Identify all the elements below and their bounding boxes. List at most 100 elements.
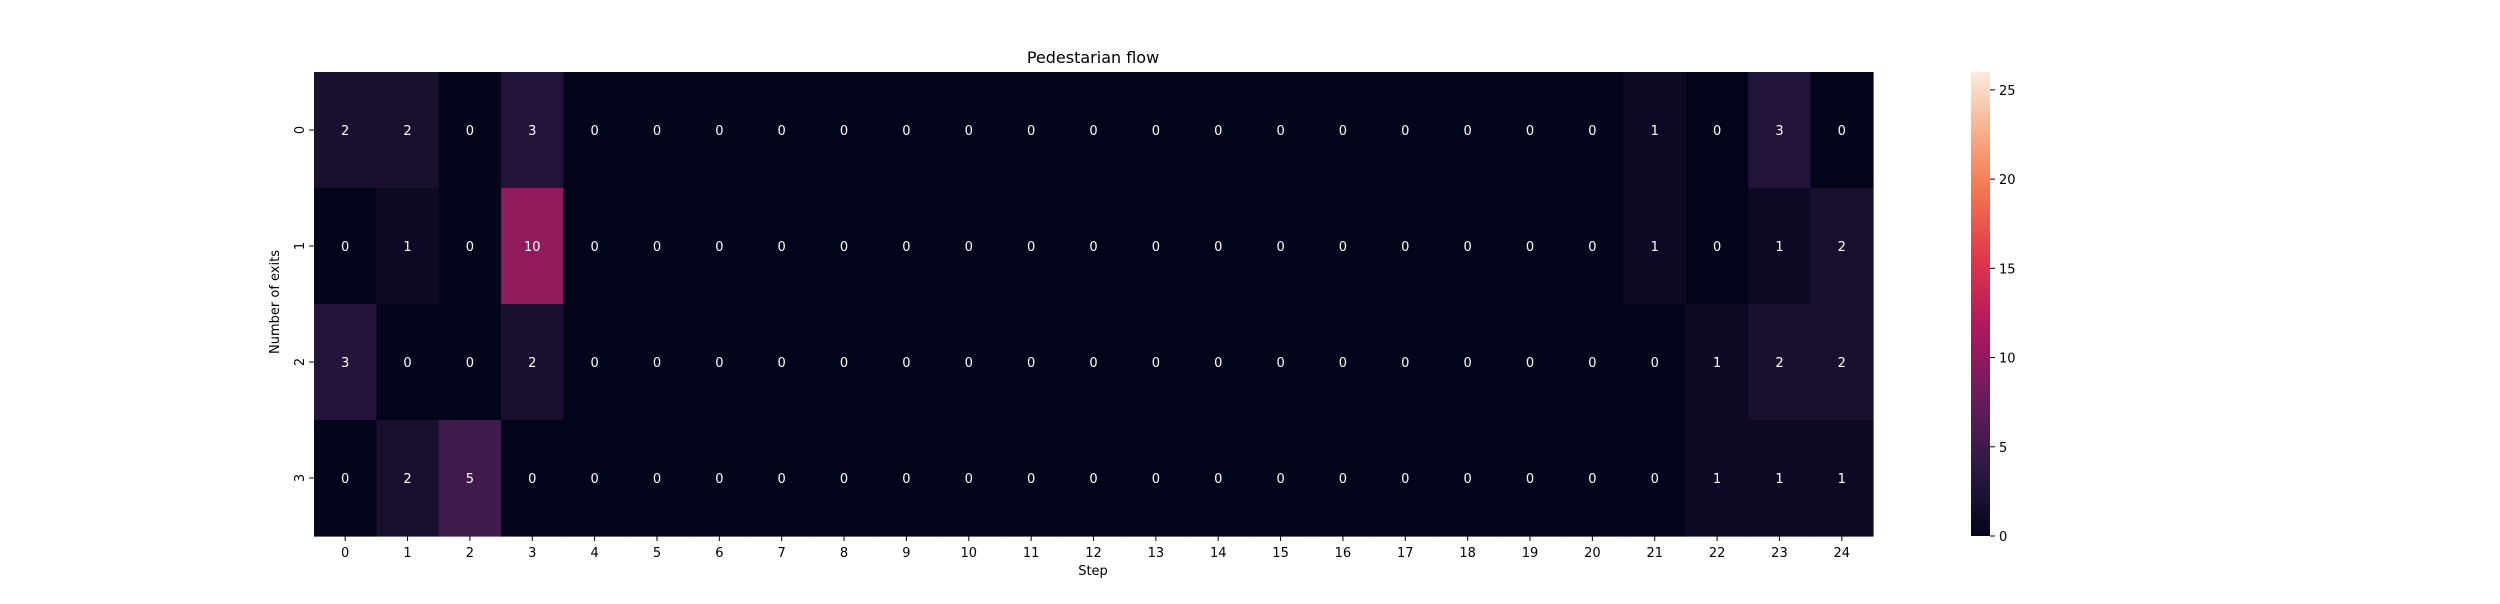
- heatmap-cell: [1623, 420, 1687, 537]
- heatmap-cell: [1062, 188, 1126, 305]
- heatmap-cell: [750, 420, 814, 537]
- cell-value-label: 0: [840, 124, 848, 139]
- heatmap-cell: [999, 420, 1063, 537]
- heatmap-cell: [999, 188, 1063, 305]
- heatmap-cell: [1685, 304, 1749, 421]
- cell-value-label: 0: [1339, 240, 1347, 255]
- heatmap-cell-labels: 2 2 0 3 0 0 0 0 0 0 0 0 0 0 0 0 0 0 0 0 0 1 0 3 00 1 0 10 0 0 0 0 0 0 0 0 0 0…: [341, 124, 1846, 487]
- heatmap-cell: [314, 304, 377, 421]
- y-tick-label: 3: [293, 474, 308, 482]
- heatmap-cell: [1748, 188, 1812, 305]
- cell-value-label: 0: [1152, 356, 1160, 371]
- cell-value-label: 0: [1526, 124, 1534, 139]
- heatmap-cell: [1311, 72, 1375, 189]
- cell-value-label: 0: [1276, 240, 1284, 255]
- heatmap-cell: [875, 72, 939, 189]
- cell-value-label: 0: [715, 356, 723, 371]
- heatmap-cell: [1374, 304, 1438, 421]
- heatmap-cell: [376, 188, 440, 305]
- heatmap-cell: [1249, 420, 1313, 537]
- x-axis-label: Step: [1078, 564, 1108, 579]
- cell-value-label: 1: [1775, 240, 1783, 255]
- cell-value-label: 0: [1339, 356, 1347, 371]
- heatmap-cell: [376, 304, 440, 421]
- heatmap-cell: [1436, 188, 1500, 305]
- heatmap-cell: [750, 72, 814, 189]
- heatmap-cell: [563, 188, 627, 305]
- heatmap-cell: [376, 72, 440, 189]
- heatmap-cell: [501, 420, 565, 537]
- heatmap-cell: [875, 420, 939, 537]
- cell-value-label: 0: [1464, 124, 1472, 139]
- cell-value-label: 0: [1526, 240, 1534, 255]
- cell-value-label: 3: [1775, 124, 1783, 139]
- heatmap-cell: [1124, 72, 1188, 189]
- heatmap-cell: [1062, 72, 1126, 189]
- heatmap-cell: [376, 420, 440, 537]
- heatmap-cell: [625, 304, 689, 421]
- x-tick-label: 9: [902, 546, 910, 561]
- cell-value-label: 0: [1027, 356, 1035, 371]
- x-tick-label: 23: [1771, 546, 1788, 561]
- heatmap-cell: [1062, 304, 1126, 421]
- heatmap-cell: [1561, 72, 1625, 189]
- cell-value-label: 0: [1464, 472, 1472, 487]
- x-tick-label: 2: [466, 546, 474, 561]
- cell-value-label: 2: [403, 472, 411, 487]
- cell-value-label: 0: [466, 124, 474, 139]
- cell-value-label: 0: [590, 472, 598, 487]
- cell-value-label: 0: [590, 240, 598, 255]
- cell-value-label: 0: [1214, 124, 1222, 139]
- cell-value-label: 0: [840, 356, 848, 371]
- cell-value-label: 0: [466, 240, 474, 255]
- cell-value-label: 0: [1588, 356, 1596, 371]
- heatmap-cell: [1249, 304, 1313, 421]
- heatmap-cell: [1187, 188, 1250, 305]
- cell-value-label: 0: [840, 240, 848, 255]
- y-tick-label: 0: [293, 126, 308, 134]
- heatmap-cell: [688, 72, 752, 189]
- cell-value-label: 0: [1152, 240, 1160, 255]
- cell-value-label: 0: [466, 356, 474, 371]
- x-tick-label: 12: [1085, 546, 1102, 561]
- heatmap-cell: [314, 72, 377, 189]
- heatmap-cell: [314, 420, 377, 537]
- cell-value-label: 1: [1651, 240, 1659, 255]
- cell-value-label: 2: [403, 124, 411, 139]
- heatmap-cell: [1124, 188, 1188, 305]
- cell-value-label: 0: [590, 356, 598, 371]
- cell-value-label: 0: [1713, 124, 1721, 139]
- heatmap-cell: [875, 304, 939, 421]
- x-tick-label: 20: [1584, 546, 1601, 561]
- heatmap-cell: [1124, 420, 1188, 537]
- x-axis: 0 1 2 3 4 5 6 7 8 9 10 11 12 13 14 15 16 17 18 19 20 21 22 23 24: [341, 536, 1850, 561]
- cell-value-label: 2: [1838, 240, 1846, 255]
- cell-value-label: 2: [528, 356, 536, 371]
- heatmap-cell: [1187, 304, 1250, 421]
- heatmap-cell: [937, 304, 1001, 421]
- cell-value-label: 0: [1401, 356, 1409, 371]
- heatmap-cell: [501, 304, 565, 421]
- heatmap-cell: [1623, 188, 1687, 305]
- cell-value-label: 0: [715, 124, 723, 139]
- x-tick-label: 3: [528, 546, 536, 561]
- heatmap-cell: [563, 304, 627, 421]
- heatmap-cell: [1311, 420, 1375, 537]
- heatmap-cell: [1561, 420, 1625, 537]
- heatmap-cell: [937, 420, 1001, 537]
- cell-value-label: 0: [653, 124, 661, 139]
- heatmap-cell: [1498, 304, 1562, 421]
- colorbar-tick-label: 0: [1999, 530, 2007, 545]
- cell-value-label: 0: [1339, 472, 1347, 487]
- cell-value-label: 0: [653, 356, 661, 371]
- heatmap-cell: [1249, 188, 1313, 305]
- colorbar-gradient: [1971, 72, 1990, 536]
- heatmap-cell: [1062, 420, 1126, 537]
- cell-value-label: 1: [1775, 472, 1783, 487]
- cell-value-label: 0: [965, 356, 973, 371]
- heatmap-cell: [1561, 188, 1625, 305]
- x-tick-label: 7: [778, 546, 786, 561]
- x-tick-label: 14: [1210, 546, 1227, 561]
- heatmap-cell: [1374, 420, 1438, 537]
